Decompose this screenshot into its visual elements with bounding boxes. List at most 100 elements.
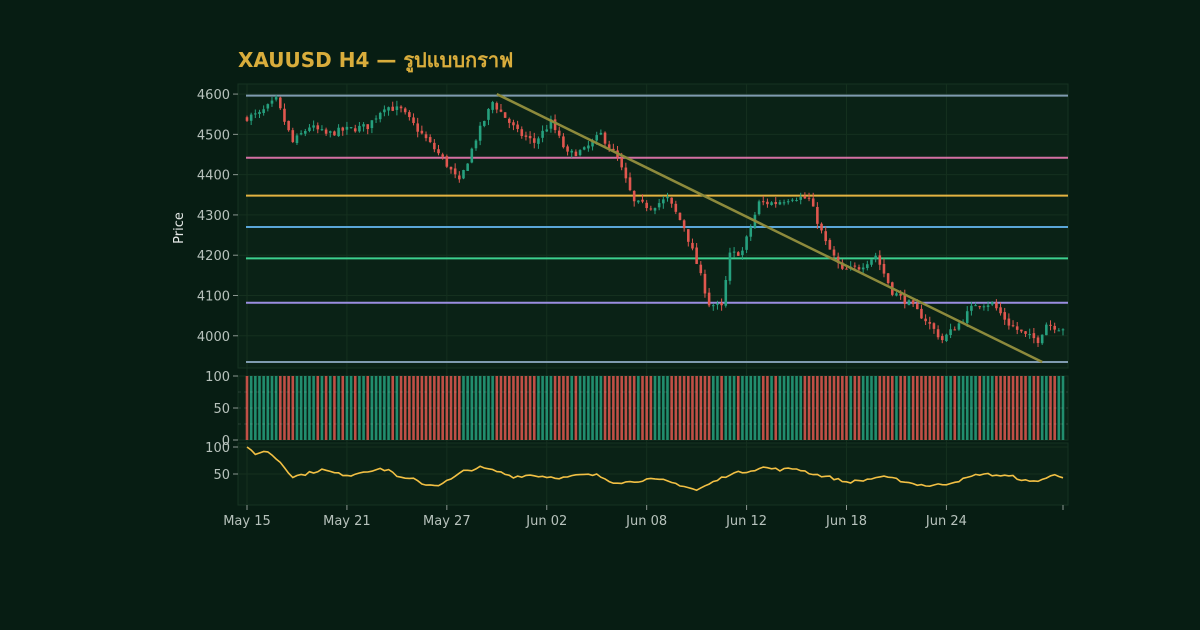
- volume-bar: [728, 376, 732, 440]
- candle-body: [670, 197, 673, 204]
- volume-bar: [866, 376, 869, 440]
- volume-bar: [936, 376, 940, 440]
- candle-body: [620, 158, 623, 168]
- candle-body: [274, 97, 278, 100]
- candle-body: [428, 137, 432, 143]
- volume-bar: [524, 376, 528, 440]
- volume-bar: [849, 376, 852, 440]
- volume-bar: [582, 376, 586, 440]
- candle-body: [341, 127, 345, 131]
- candle-body: [362, 124, 365, 127]
- volume-bar: [1049, 376, 1052, 440]
- volume-bar: [1015, 376, 1019, 440]
- candle-body: [537, 138, 540, 144]
- volume-bar: [670, 376, 673, 440]
- volume-bar: [549, 376, 553, 440]
- y-tick-label: 4400: [197, 169, 230, 184]
- volume-bar: [816, 376, 819, 440]
- candle-body: [383, 109, 386, 113]
- volume-bar: [766, 376, 769, 440]
- volume-bar: [362, 376, 365, 440]
- oscillator-tick-label: 50: [213, 468, 230, 483]
- candle-body: [953, 329, 957, 331]
- volume-bar: [782, 376, 786, 440]
- volume-bar: [366, 376, 370, 440]
- candle-body: [532, 138, 536, 143]
- volume-bar: [824, 376, 827, 440]
- volume-bar: [616, 376, 619, 440]
- candle-body: [878, 255, 882, 265]
- candle-body: [512, 122, 515, 126]
- candle-body: [832, 249, 836, 256]
- volume-bar: [349, 376, 353, 440]
- volume-bar: [341, 376, 345, 440]
- candle-body: [978, 306, 982, 308]
- volume-bar: [541, 376, 544, 440]
- candle-body: [749, 227, 753, 237]
- volume-bar: [870, 376, 873, 440]
- volume-bar: [245, 376, 249, 440]
- candle-body: [811, 198, 815, 207]
- volume-bar: [258, 376, 261, 440]
- volume-bar: [836, 376, 840, 440]
- candle-body: [520, 129, 524, 136]
- oscillator-line: [246, 446, 1064, 492]
- candle-body: [1053, 325, 1056, 330]
- candle-body: [412, 117, 415, 123]
- volume-bar: [420, 376, 424, 440]
- candle-body: [453, 168, 457, 175]
- candle-body: [603, 132, 607, 144]
- candle-body: [458, 175, 461, 180]
- volume-bar: [458, 376, 461, 440]
- candle-body: [366, 124, 370, 130]
- candle-body: [965, 311, 969, 323]
- volume-bar: [986, 376, 990, 440]
- volume-bar: [428, 376, 432, 440]
- candle-body: [766, 201, 769, 205]
- volume-bar: [995, 376, 998, 440]
- candle-body: [774, 201, 778, 205]
- candle-body: [449, 166, 453, 170]
- volume-bar: [811, 376, 815, 440]
- volume-bar: [424, 376, 428, 440]
- candle-body: [545, 129, 549, 132]
- candle-body: [466, 163, 469, 171]
- volume-bar: [853, 376, 857, 440]
- candle-body: [1045, 324, 1048, 336]
- volume-bar: [724, 376, 728, 440]
- candle-body: [470, 148, 474, 163]
- volume-bar: [928, 376, 932, 440]
- x-tick-label: Jun 02: [525, 514, 567, 529]
- candle-body: [566, 146, 569, 152]
- y-tick-label: 4600: [197, 88, 230, 103]
- volume-bar: [1040, 376, 1044, 440]
- candle-body: [582, 147, 586, 150]
- volume-bar: [791, 376, 794, 440]
- candle-body: [632, 190, 636, 202]
- volume-bar: [520, 376, 524, 440]
- volume-bar: [537, 376, 540, 440]
- candle-body: [474, 140, 478, 149]
- candle-body: [974, 305, 977, 307]
- candle-body: [562, 136, 565, 148]
- volume-bar: [1011, 376, 1015, 440]
- candle-body: [945, 334, 948, 342]
- candle-body: [990, 302, 994, 305]
- volume-bar: [657, 376, 661, 440]
- candle-body: [803, 196, 807, 199]
- candle-body: [370, 120, 374, 129]
- volume-bar: [978, 376, 982, 440]
- candle-body: [358, 125, 361, 132]
- volume-bar: [587, 376, 590, 440]
- volume-bar: [1007, 376, 1011, 440]
- candle-body: [728, 252, 732, 281]
- candle-body: [628, 177, 632, 191]
- candle-body: [637, 200, 640, 203]
- volume-bar: [786, 376, 790, 440]
- candle-body: [786, 201, 790, 203]
- candle-body: [587, 145, 590, 149]
- volume-bar: [770, 376, 773, 440]
- volume-bar: [761, 376, 765, 440]
- volume-bar: [632, 376, 636, 440]
- volume-bar: [491, 376, 494, 440]
